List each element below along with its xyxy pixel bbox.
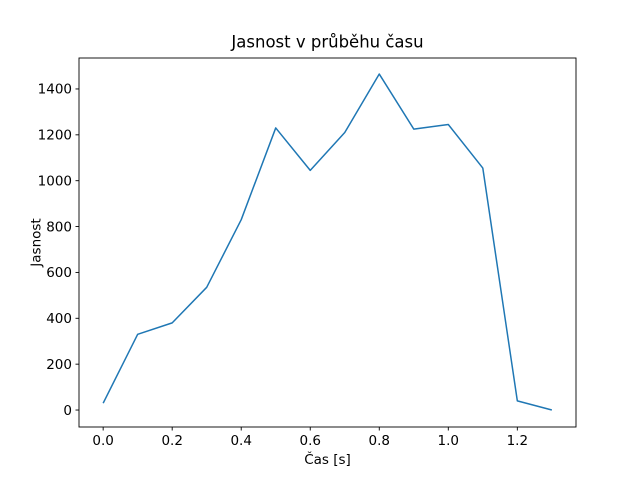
y-tick-label: 1000	[38, 173, 72, 189]
x-tick-label: 0.0	[92, 433, 113, 449]
y-axis: 0 200 400 600 800 1000 1200 1400	[38, 82, 79, 419]
y-axis-label: Jasnost	[29, 218, 45, 267]
y-tick-label: 200	[46, 357, 72, 373]
x-tick-label: 0.6	[300, 433, 321, 449]
data-line	[102, 73, 553, 411]
x-axis: 0.0 0.2 0.4 0.6 0.8 1.0 1.2	[92, 427, 528, 449]
x-tick-label: 1.0	[438, 433, 459, 449]
y-tick-label: 0	[63, 403, 72, 419]
chart-title: Jasnost v průběhu času	[230, 33, 423, 52]
x-tick-label: 1.2	[507, 433, 528, 449]
x-tick-label: 0.8	[369, 433, 390, 449]
y-tick-label: 1200	[38, 128, 72, 144]
y-tick-label: 400	[46, 311, 72, 327]
plot-border	[78, 57, 577, 428]
x-tick-label: 0.4	[230, 433, 251, 449]
x-axis-label: Čas [s]	[304, 450, 351, 468]
y-tick-label: 1400	[38, 82, 72, 98]
x-tick-label: 0.2	[161, 433, 182, 449]
y-tick-label: 600	[46, 265, 72, 281]
y-tick-label: 800	[46, 219, 72, 235]
